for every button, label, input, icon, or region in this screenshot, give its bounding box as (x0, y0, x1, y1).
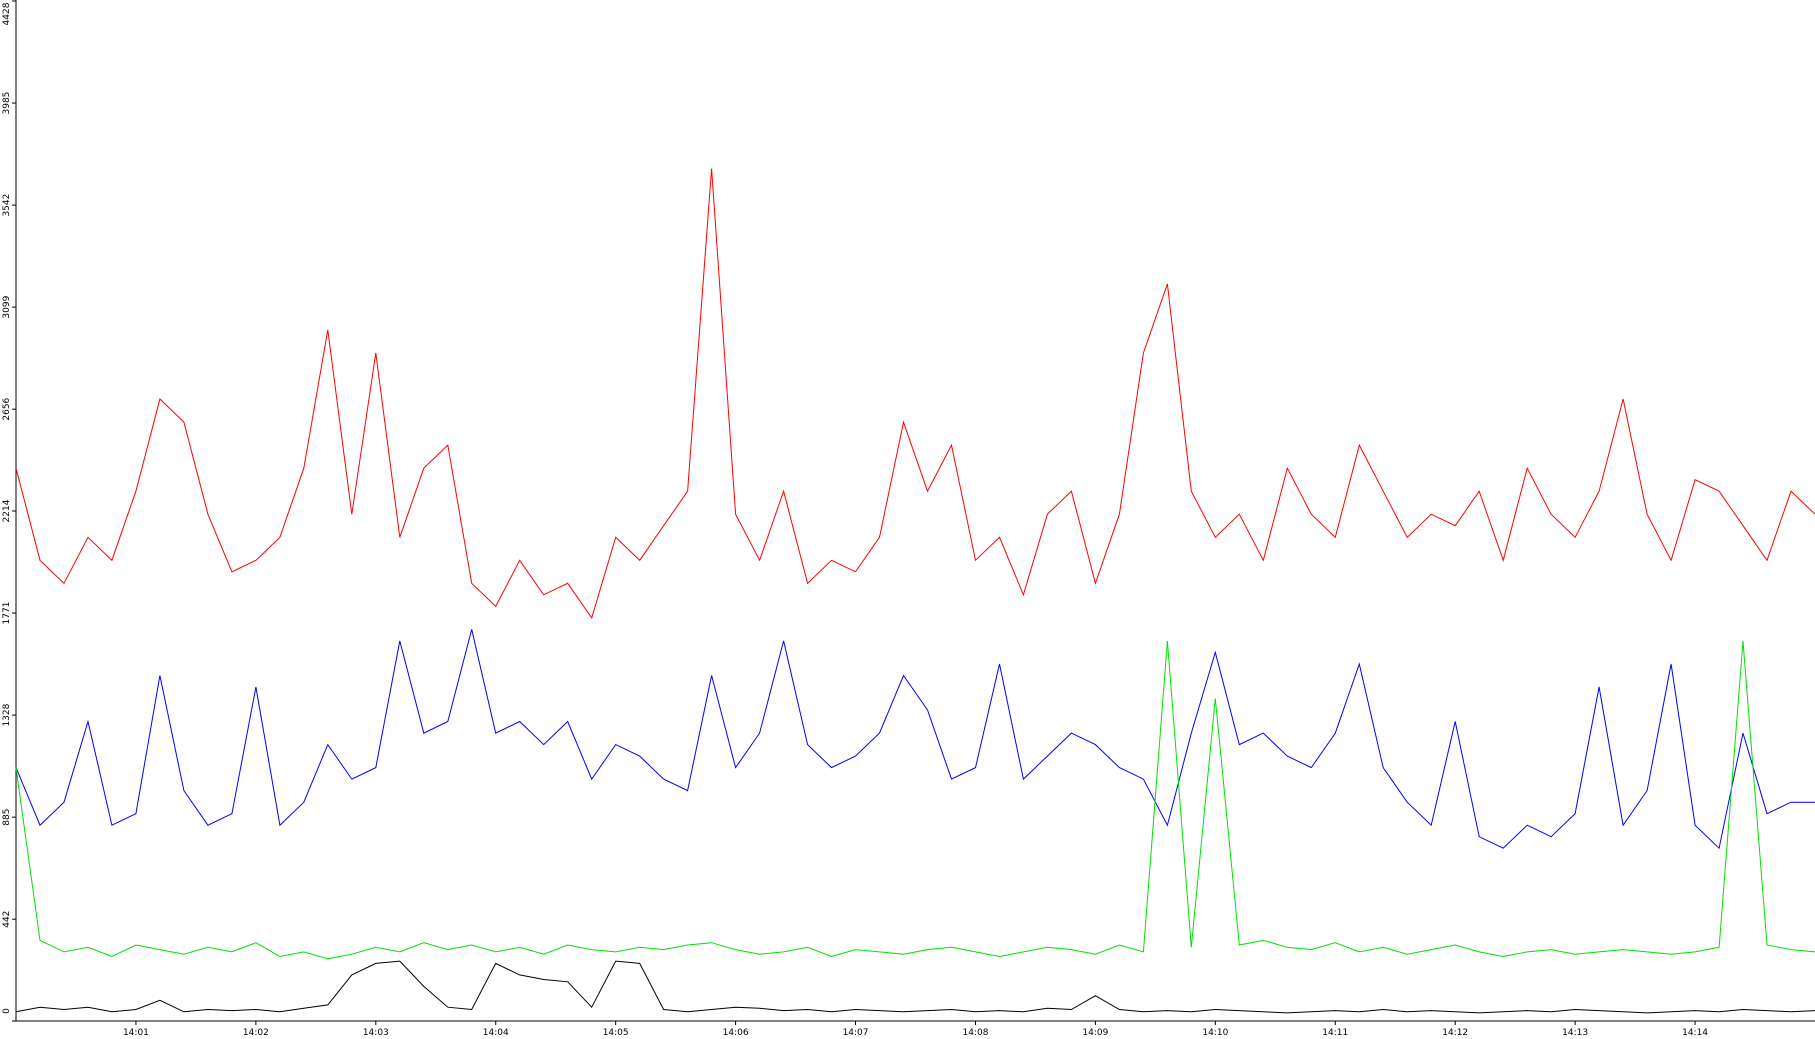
x-tick-label: 14:04 (483, 1028, 509, 1038)
x-tick-label: 14:05 (603, 1028, 629, 1038)
y-tick-label: 2214 (2, 499, 12, 522)
x-tick-label: 14:07 (843, 1028, 869, 1038)
x-tick-label: 14:11 (1322, 1028, 1348, 1038)
y-tick-label: 2656 (2, 397, 12, 420)
x-tick-label: 14:01 (123, 1028, 149, 1038)
y-tick-label: 1771 (2, 602, 12, 625)
x-tick-label: 14:06 (723, 1028, 749, 1038)
y-tick-label: 0 (2, 1008, 12, 1014)
y-tick-label: 3542 (2, 194, 12, 217)
series-line (15, 168, 1815, 620)
x-tick-label: 14:12 (1442, 1028, 1468, 1038)
x-tick-label: 14:14 (1682, 1028, 1708, 1038)
x-tick-label: 14:08 (962, 1028, 988, 1038)
y-tick-label: 1328 (2, 703, 12, 726)
y-tick-label: 4428 (2, 2, 12, 25)
y-tick-label: 3985 (2, 92, 12, 115)
x-tick-label: 14:09 (1082, 1028, 1108, 1038)
x-tick-label: 14:13 (1562, 1028, 1588, 1038)
y-tick-label: 885 (2, 809, 12, 826)
series-line (15, 960, 1815, 1014)
series-line (15, 640, 1815, 960)
x-tick-label: 14:10 (1202, 1028, 1228, 1038)
x-tick-label: 14:02 (243, 1028, 269, 1038)
x-tick-label: 14:03 (363, 1028, 389, 1038)
y-tick-label: 442 (2, 911, 12, 928)
y-tick-label: 3099 (2, 295, 12, 318)
series-line (15, 629, 1815, 850)
